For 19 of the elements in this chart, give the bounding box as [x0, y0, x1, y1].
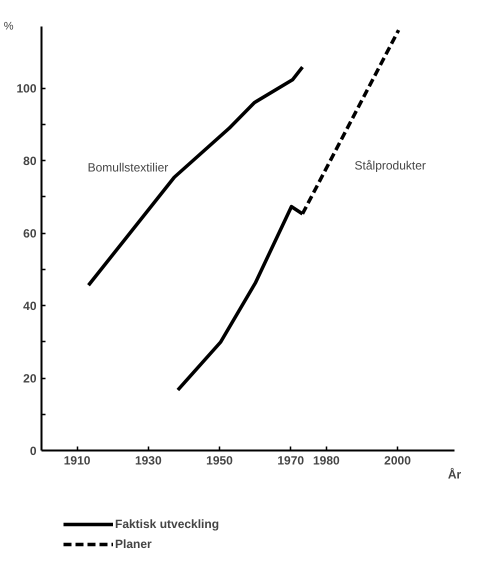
y-tick-label: 100	[16, 82, 37, 96]
x-axis-title: År	[448, 468, 462, 482]
annotation: Bomullstextilier	[88, 160, 168, 174]
x-tick-label: 1980	[312, 454, 340, 468]
y-tick-label: 0	[30, 444, 37, 458]
x-tick-label: 1950	[206, 454, 234, 468]
x-tick-label: 1930	[134, 454, 162, 468]
x-tick-label: 1910	[64, 454, 91, 468]
y-tick-label: 80	[23, 154, 37, 168]
legend-label: Planer	[115, 537, 152, 551]
x-tick-label: 2000	[384, 454, 412, 468]
legend-label: Faktisk utveckling	[115, 517, 220, 531]
line-series	[86, 65, 304, 287]
y-axis-title: %	[4, 20, 14, 32]
x-tick-label: 1970	[277, 454, 304, 468]
y-tick-label: 60	[23, 226, 37, 241]
y-tick-label: 20	[23, 372, 37, 386]
annotation: Stålprodukter	[354, 158, 426, 172]
y-tick-label: 40	[23, 299, 37, 314]
